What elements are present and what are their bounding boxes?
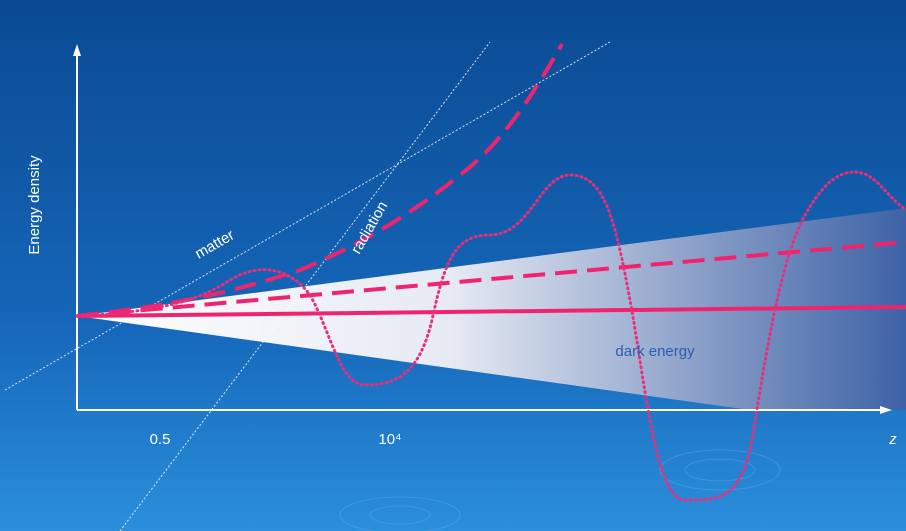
ripples bbox=[339, 449, 781, 531]
oscillating-dotted bbox=[75, 170, 906, 502]
dark-energy-constant bbox=[76, 305, 906, 318]
x-mark-label: 10⁴ bbox=[378, 431, 401, 448]
x-mark-label: 0.5 bbox=[150, 431, 171, 448]
axes bbox=[73, 44, 892, 414]
x-axis-label: z bbox=[888, 431, 897, 448]
dark-energy-label: dark energy bbox=[615, 343, 695, 360]
steep-dashed bbox=[76, 43, 564, 318]
dark-energy-dashed bbox=[76, 240, 906, 318]
y-axis-label: Energy density bbox=[26, 155, 43, 255]
matter-line bbox=[4, 41, 611, 391]
